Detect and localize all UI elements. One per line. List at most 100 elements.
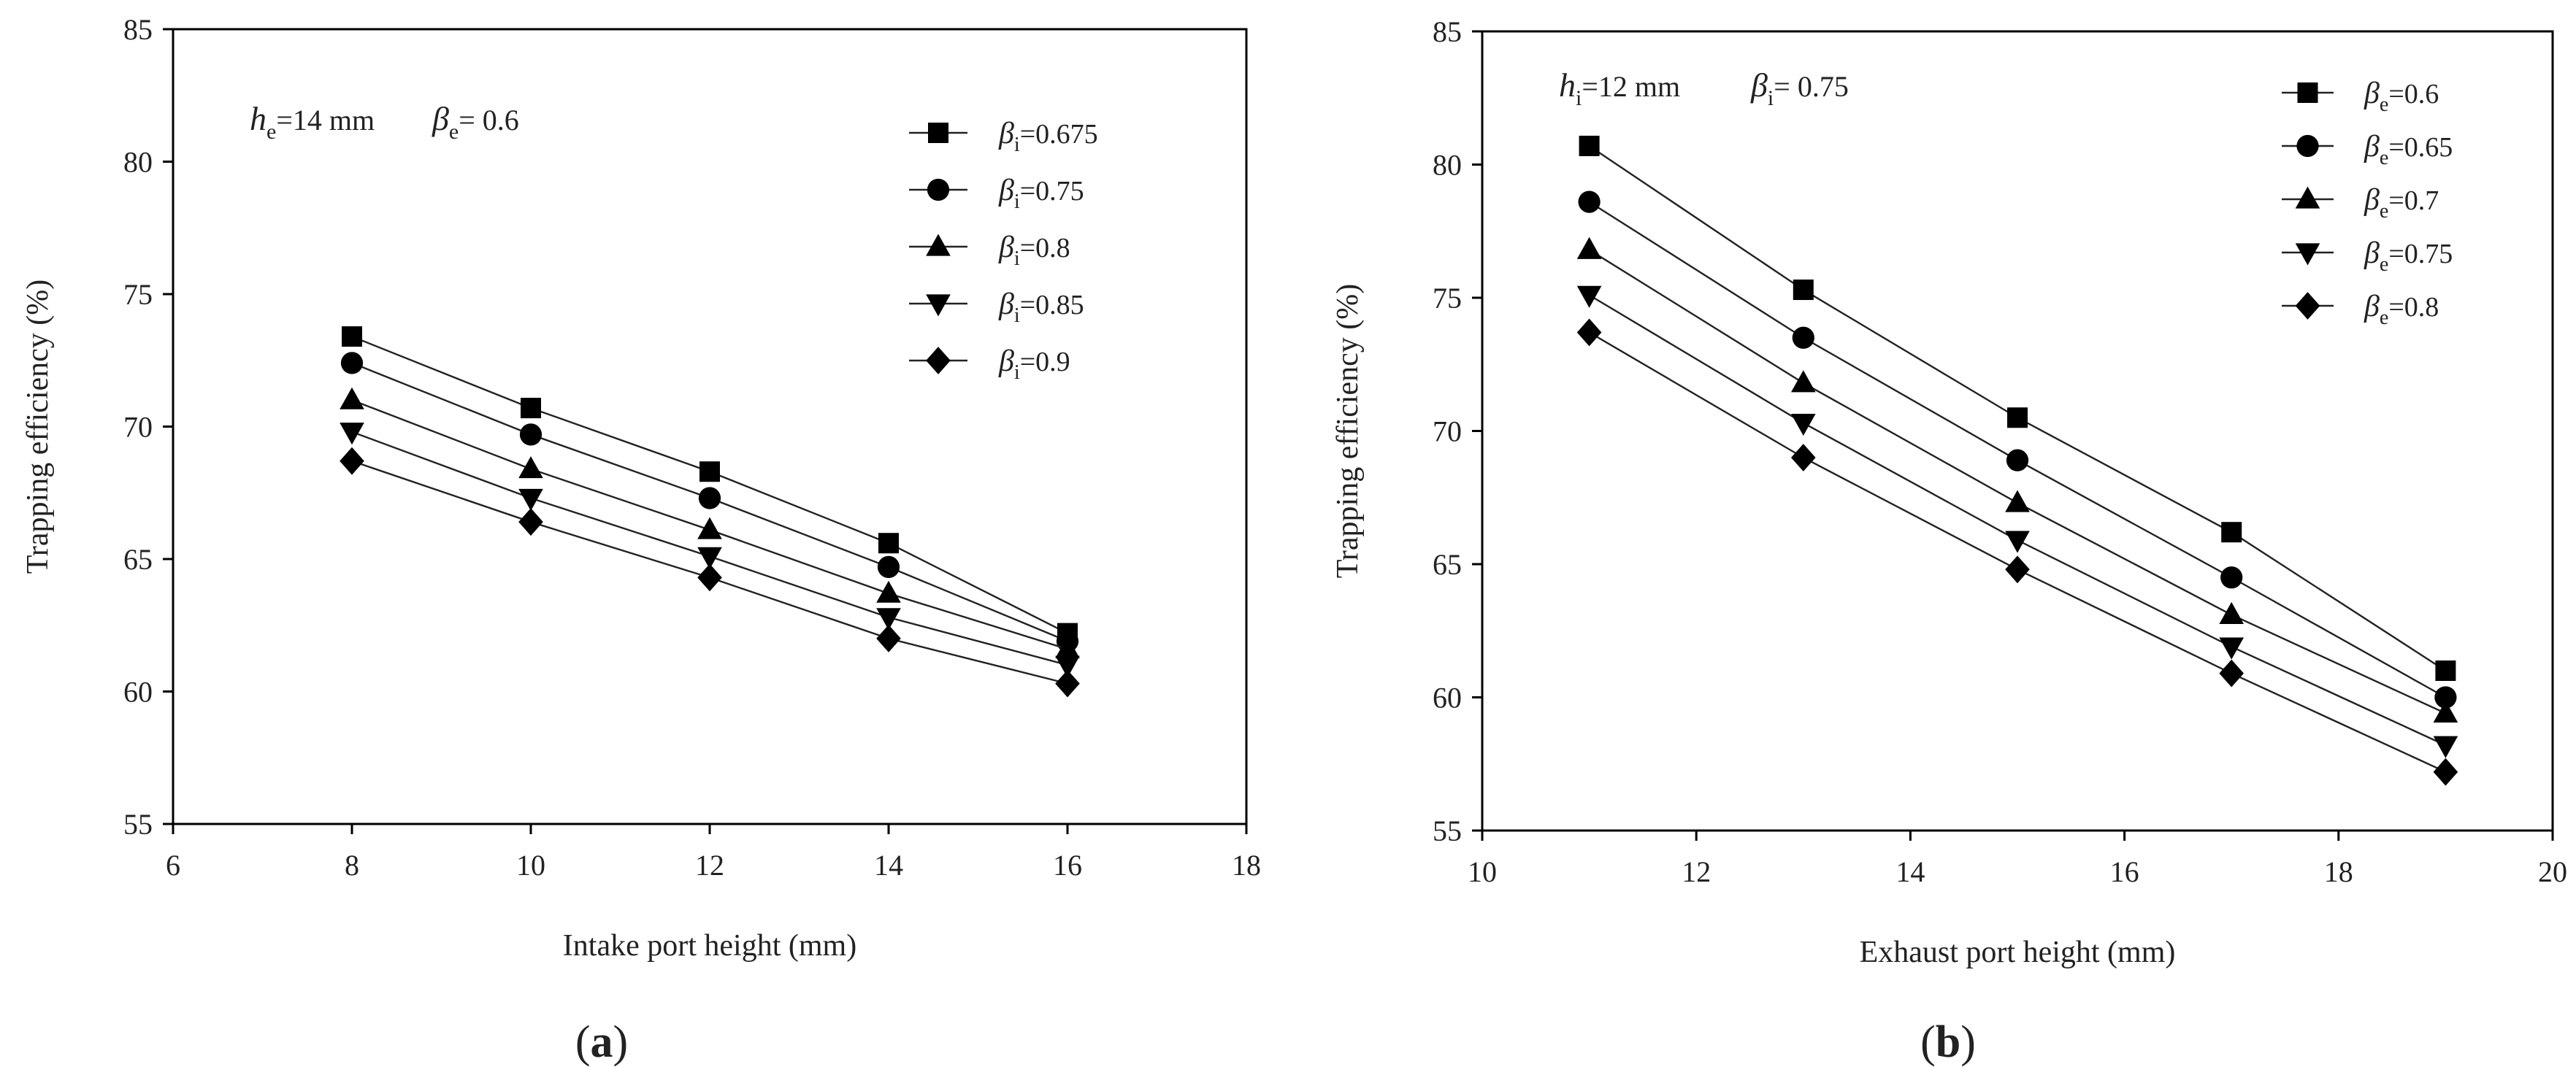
series-square (342, 326, 1078, 644)
series-triangle-up (340, 387, 1080, 659)
data-point (1579, 135, 1600, 156)
y-tick-label: 65 (123, 543, 153, 576)
data-point (1576, 236, 1602, 259)
legend-label: βe=0.75 (2364, 236, 2453, 276)
legend-label: βe=0.65 (2364, 130, 2453, 169)
data-point (2006, 449, 2029, 471)
condition-annotation: βi= 0.75 (1750, 66, 1849, 110)
x-axis-title: Exhaust port height (mm) (1860, 936, 2176, 969)
series-diamond (1576, 318, 2458, 786)
panel-label-close: ) (613, 1017, 629, 1067)
panel-label-open: ( (575, 1017, 591, 1067)
data-point (1576, 285, 1602, 308)
legend-symbol: β (2364, 130, 2380, 163)
y-tick-label: 65 (1433, 548, 1462, 581)
legend-marker (2295, 186, 2320, 209)
legend-entry: βi=0.85 (909, 288, 1084, 327)
legend-marker (926, 234, 951, 256)
condition-subscript: e (449, 120, 459, 144)
legend-marker (928, 123, 948, 143)
condition-value: =12 mm (1582, 70, 1680, 103)
y-tick-label: 85 (123, 13, 153, 46)
legend-subscript: i (1014, 134, 1020, 156)
series-triangle-up (1576, 236, 2458, 723)
data-point (876, 608, 901, 631)
data-point (2433, 736, 2458, 758)
legend-value: =0.85 (1020, 290, 1084, 320)
data-point (697, 517, 722, 539)
condition-annotation: βe= 0.6 (432, 100, 519, 144)
legend-value: =0.8 (2388, 292, 2439, 323)
condition-symbol: β (1750, 66, 1768, 104)
legend-entry: βi=0.675 (909, 117, 1098, 156)
data-point (340, 387, 364, 409)
panel-label: (b) (1920, 1017, 1976, 1067)
legend-marker (2295, 243, 2320, 266)
legend-symbol: β (2364, 183, 2380, 217)
data-point (1055, 655, 1080, 678)
data-point (2433, 758, 2458, 786)
legend-entry: βe=0.8 (2282, 290, 2439, 329)
legend-marker (926, 294, 951, 317)
legend-subscript: i (1014, 190, 1020, 213)
condition-subscript: i (1768, 86, 1774, 110)
data-point (698, 487, 721, 509)
data-point (1578, 190, 1601, 213)
legend-subscript: i (1014, 361, 1020, 384)
data-point (2005, 531, 2030, 553)
x-tick-label: 12 (1682, 855, 1711, 888)
legend-subscript: i (1014, 304, 1020, 327)
y-tick-label: 70 (1433, 415, 1462, 448)
condition-annotation: hi=12 mm (1559, 66, 1680, 110)
legend-symbol: β (998, 288, 1014, 321)
data-point (2005, 490, 2030, 512)
legend-value: =0.75 (1020, 176, 1084, 207)
y-tick-label: 75 (1433, 282, 1462, 315)
x-tick-label: 10 (516, 849, 545, 882)
data-point (2007, 407, 2028, 428)
legend-entry: βi=0.75 (909, 174, 1084, 213)
legend-subscript: e (2380, 200, 2388, 223)
y-tick-label: 80 (123, 146, 153, 179)
legend-entry: βi=0.9 (909, 344, 1070, 384)
x-tick-label: 20 (2538, 855, 2567, 888)
legend-label: βe=0.8 (2364, 290, 2439, 329)
data-point (876, 625, 901, 652)
data-point (1791, 413, 1816, 436)
legend-subscript: e (2380, 147, 2388, 169)
y-tick-label: 80 (1433, 149, 1462, 182)
condition-value: = 0.75 (1774, 70, 1849, 103)
x-tick-label: 16 (1053, 849, 1082, 882)
x-tick-label: 10 (1468, 855, 1497, 888)
legend-symbol: β (998, 174, 1014, 207)
y-tick-label: 60 (1433, 682, 1462, 714)
legend-label: βi=0.85 (998, 288, 1084, 327)
y-axis-title: Trapping efficiency (%) (21, 280, 55, 574)
legend-marker (926, 347, 951, 374)
legend-entry: βe=0.6 (2282, 77, 2439, 116)
condition-annotation: he=14 mm (250, 100, 375, 144)
legend-subscript: i (1014, 247, 1020, 270)
series-circle (1578, 190, 2457, 709)
condition-subscript: e (267, 120, 276, 144)
legend-marker (2297, 82, 2318, 103)
y-tick-label: 70 (123, 411, 153, 444)
y-tick-label: 55 (1433, 814, 1462, 847)
legend-label: βe=0.7 (2364, 183, 2439, 223)
data-point (519, 423, 543, 446)
legend-marker (2296, 134, 2319, 158)
legend-value: =0.9 (1020, 347, 1070, 377)
legend-marker (2295, 292, 2320, 320)
data-point (1792, 326, 1814, 349)
x-tick-label: 8 (345, 849, 359, 882)
data-point (340, 423, 364, 445)
series-diamond (340, 447, 1080, 698)
data-point (876, 580, 901, 603)
x-axis-title: Intake port height (mm) (563, 929, 856, 963)
legend-label: βi=0.75 (998, 174, 1084, 213)
chart-panel-a: 6 8 10 12 14 16 18 55 60 65 70 75 80 85 Intake port he… (21, 13, 1261, 1067)
x-tick-label: 16 (2110, 855, 2139, 888)
data-point (1055, 636, 1080, 659)
